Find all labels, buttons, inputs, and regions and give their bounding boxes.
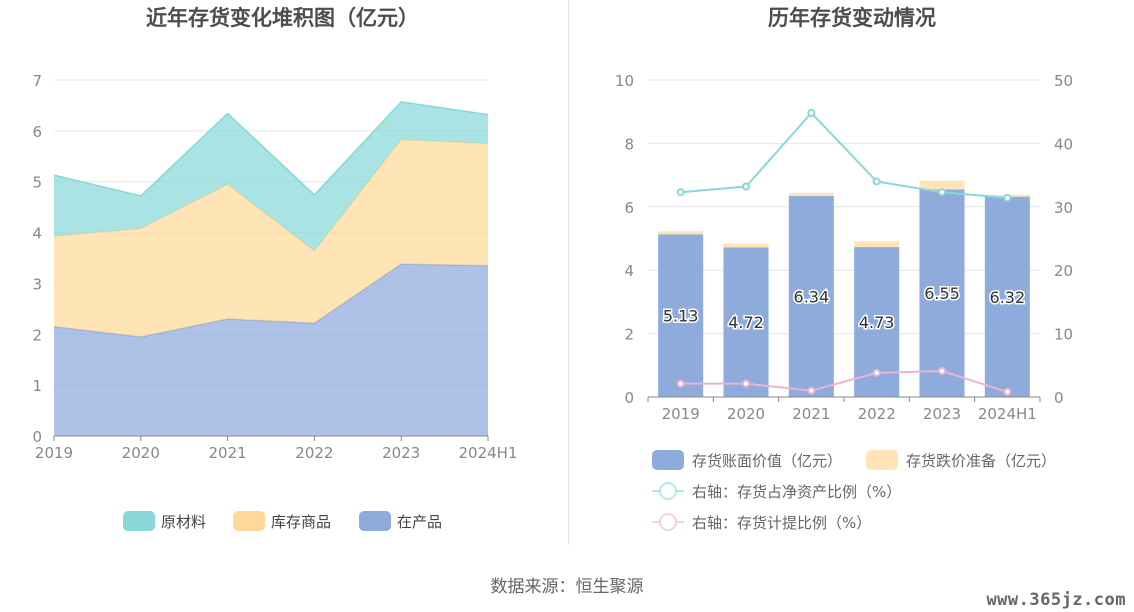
- line-point: [742, 182, 750, 191]
- area-series-edge: [53, 101, 489, 197]
- left-chart-canvas: 0 1 2 3 4 5 6 7 2019 2020 2021 2022 2023 2024H1 原材料 库存商…: [32, 72, 518, 531]
- bar-data-label: 6.55: [924, 284, 960, 303]
- y-tick-label: 6: [624, 199, 634, 217]
- y-tick-label: 0: [624, 389, 634, 407]
- line-point: [938, 367, 946, 376]
- bar-data-label: 4.72: [728, 313, 764, 332]
- area-series: [54, 139, 488, 337]
- legend-label: 原材料: [161, 513, 206, 531]
- legend-label: 库存商品: [271, 513, 331, 531]
- line-point: [807, 108, 816, 117]
- line-point: [1003, 193, 1012, 202]
- y-tick-label: 2: [32, 326, 42, 344]
- legend-swatch: [866, 450, 898, 470]
- bar-impairment: [788, 192, 834, 197]
- panel-divider: [568, 0, 569, 545]
- bar-impairment: [658, 231, 704, 235]
- bar-book-value: [984, 196, 1030, 397]
- line-point: [872, 368, 881, 377]
- legend-swatch: [123, 511, 155, 531]
- x-tick-label: 2019: [35, 444, 73, 462]
- x-tick-label: 2021: [792, 405, 830, 423]
- legend-swatch: [233, 511, 265, 531]
- data-source: 数据来源：恒生聚源: [490, 577, 644, 597]
- y-tick-label: 3: [32, 275, 42, 293]
- x-tick-label: 2024H1: [978, 405, 1037, 423]
- y-tick-label: 5: [32, 174, 42, 192]
- left-chart-title: 近年存货变化堆积图（亿元）: [146, 6, 419, 30]
- y2-tick-label: 10: [1054, 326, 1073, 344]
- bar-data-label: 6.32: [990, 288, 1026, 307]
- watermark: www.365jz.com: [986, 590, 1126, 610]
- area-series: [54, 101, 488, 251]
- bar-data-label: 6.34: [794, 288, 830, 307]
- y2-tick-label: 30: [1054, 199, 1073, 217]
- legend-label: 右轴：存货占净资产比例（%）: [692, 483, 901, 501]
- x-tick-label: 2020: [122, 444, 160, 462]
- y2-tick-label: 20: [1054, 262, 1073, 280]
- line-point: [676, 379, 685, 388]
- right-chart-canvas: 0 2 4 6 8 10 0 10 20 30 40 50 5.13 4.72 6.34 4.73 6.55 6.…: [615, 72, 1073, 532]
- legend-label: 右轴：存货计提比例（%）: [692, 514, 871, 532]
- y-tick-label: 10: [615, 72, 634, 90]
- y2-tick-label: 0: [1054, 389, 1064, 407]
- bar-book-value: [919, 189, 965, 397]
- x-tick-label: 2022: [295, 444, 333, 462]
- bar-book-value: [723, 247, 769, 397]
- legend-label: 在产品: [397, 513, 442, 531]
- x-tick-label: 2021: [209, 444, 247, 462]
- line-point: [1003, 387, 1012, 396]
- bar-impairment: [919, 180, 965, 190]
- line-point: [938, 188, 946, 197]
- bar-impairment: [854, 241, 900, 248]
- bar-data-label: 5.13: [663, 307, 699, 326]
- right-chart-title: 历年存货变动情况: [768, 6, 936, 30]
- legend-marker: [659, 482, 677, 500]
- legend-label: 存货跌价准备（亿元）: [906, 452, 1056, 470]
- y2-tick-label: 40: [1054, 135, 1073, 153]
- line-point: [676, 188, 685, 197]
- y-tick-label: 4: [624, 262, 634, 280]
- line-series: [680, 370, 1008, 393]
- y-tick-label: 1: [32, 377, 42, 395]
- line-series: [680, 111, 1008, 199]
- bar-line-chart: 历年存货变动情况 0 2 4 6 8 10 0 10 20 30 40 50 5.13 4.72 6.34 4…: [570, 0, 1134, 545]
- y-tick-label: 8: [624, 135, 634, 153]
- line-point: [872, 177, 881, 186]
- y-tick-label: 7: [32, 72, 42, 90]
- y-tick-label: 6: [32, 123, 42, 141]
- x-tick-label: 2020: [727, 405, 765, 423]
- line-point: [807, 386, 816, 395]
- legend-swatch: [359, 511, 391, 531]
- bar-book-value: [788, 196, 834, 397]
- y2-tick-label: 50: [1054, 72, 1073, 90]
- legend-swatch: [652, 450, 684, 470]
- legend-marker: [659, 513, 677, 531]
- x-tick-label: 2019: [662, 405, 700, 423]
- y-tick-label: 0: [32, 428, 42, 446]
- x-tick-label: 2023: [382, 444, 420, 462]
- x-tick-label: 2023: [923, 405, 961, 423]
- area-series: [54, 264, 488, 436]
- bar-impairment: [723, 243, 769, 248]
- legend-label: 存货账面价值（亿元）: [692, 452, 842, 470]
- stacked-area-chart: 近年存货变化堆积图（亿元） 0 1 2 3 4 5 6 7 2019 2020 2021 2022 20…: [0, 0, 565, 545]
- y-tick-label: 4: [32, 225, 42, 243]
- x-tick-label: 2022: [858, 405, 896, 423]
- line-point: [742, 379, 750, 388]
- y-tick-label: 2: [624, 326, 634, 344]
- x-tick-label: 2024H1: [459, 444, 518, 462]
- bar-data-label: 4.73: [859, 313, 895, 332]
- bar-book-value: [658, 234, 704, 397]
